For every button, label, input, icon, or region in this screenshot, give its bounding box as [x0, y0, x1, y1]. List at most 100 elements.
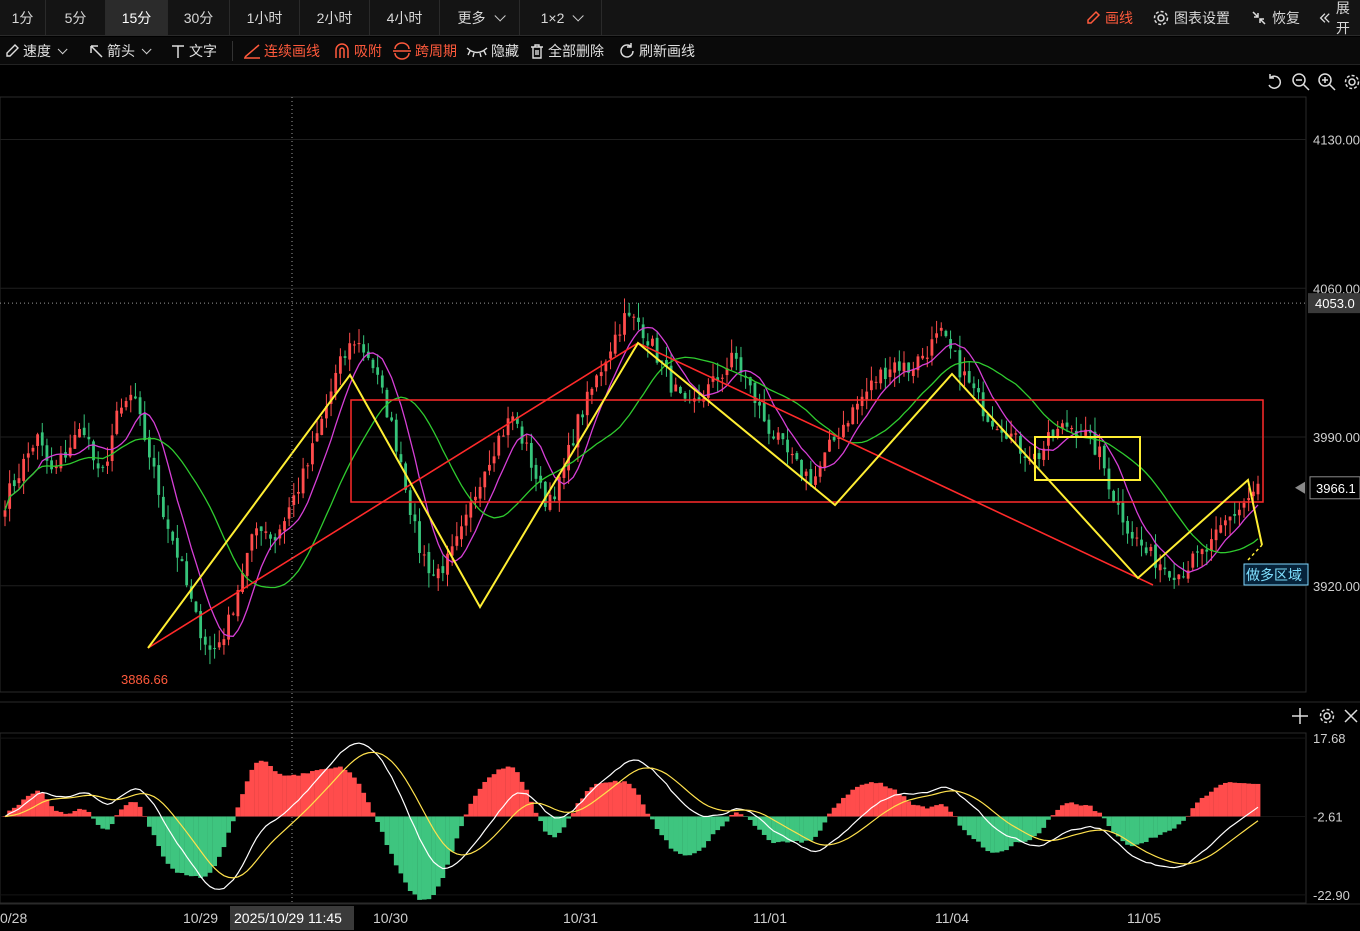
chart-settings-label: 图表设置: [1174, 10, 1230, 26]
restore-button[interactable]: 恢复: [1250, 0, 1300, 36]
macd-bar: [808, 816, 814, 841]
candle-body: [981, 392, 985, 417]
macd-bar: [221, 816, 227, 848]
price-axis-tick: 3990.00: [1313, 430, 1360, 445]
macd-bar: [906, 801, 912, 817]
candle-body: [911, 369, 915, 377]
macd-bar: [887, 788, 893, 817]
yellow-zigzag-line: [147, 341, 1263, 649]
macd-bar: [682, 816, 688, 856]
candle-body: [790, 453, 794, 456]
macd-bar: [882, 786, 888, 817]
macd-bar: [631, 788, 637, 817]
arrow-tool-dropdown[interactable]: 箭头: [88, 37, 152, 65]
candle-body: [418, 521, 421, 553]
macd-bar: [1064, 803, 1070, 817]
candle-body: [1186, 570, 1190, 579]
macd-bar: [268, 766, 273, 817]
candle-body: [78, 428, 81, 438]
macd-bar: [929, 806, 935, 817]
candle-body: [930, 339, 934, 356]
continuous-line-button[interactable]: 连续画线: [243, 37, 320, 65]
price-axis-tick: 4130.00: [1313, 133, 1360, 148]
drawing-toolbar: 速度 箭头 文字 连续画线 吸附 跨周期 隐藏 全部删除 刷新画线: [0, 37, 1360, 65]
macd-bar: [901, 796, 907, 817]
candle-body: [767, 419, 771, 434]
macd-bar: [72, 811, 78, 817]
expand-button[interactable]: 展开: [1318, 0, 1360, 36]
macd-bar: [179, 816, 185, 873]
candle-body: [809, 469, 813, 485]
macd-bar: [165, 816, 171, 864]
candle-body: [264, 531, 268, 533]
delete-all-button[interactable]: 全部删除: [529, 37, 604, 65]
cross-period-button[interactable]: 跨周期: [392, 37, 457, 65]
pencil-icon: [1087, 10, 1101, 24]
add-indicator-icon[interactable]: [1290, 706, 1310, 726]
candle-body: [1023, 456, 1027, 458]
macd-bar: [836, 803, 842, 817]
candle-body: [1046, 432, 1050, 446]
macd-bar: [226, 816, 231, 833]
undo-zoom-icon[interactable]: [1265, 72, 1285, 92]
chart-settings-button[interactable]: 图表设置: [1152, 0, 1230, 36]
candle-body: [800, 459, 803, 477]
refresh-icon: [620, 43, 634, 58]
macd-bar: [282, 775, 287, 817]
macd-bar: [184, 816, 190, 876]
hide-button[interactable]: 隐藏: [466, 37, 519, 65]
candle-body: [1149, 547, 1153, 551]
tab-2hour[interactable]: 2小时: [300, 0, 370, 36]
candle-body: [893, 362, 897, 373]
layout-dropdown[interactable]: 1×2: [520, 0, 602, 36]
candle-body: [669, 365, 673, 393]
macd-bar: [794, 816, 800, 841]
macd-bar: [514, 772, 520, 817]
tab-30min[interactable]: 30分: [168, 0, 230, 36]
macd-bar: [1097, 812, 1103, 817]
candle-body: [3, 510, 7, 517]
close-indicator-icon[interactable]: [1342, 706, 1360, 726]
candle-body: [1112, 490, 1116, 502]
zoom-out-icon[interactable]: [1291, 72, 1311, 92]
indicator-settings-gear-icon[interactable]: [1317, 706, 1337, 726]
tab-5min[interactable]: 5分: [46, 0, 106, 36]
settings-gear-icon[interactable]: [1342, 72, 1360, 92]
macd-bar: [1027, 816, 1033, 841]
macd-bar: [719, 816, 725, 827]
candle-body: [1163, 567, 1167, 570]
tab-15min[interactable]: 15分: [106, 0, 168, 36]
macd-bar: [598, 783, 604, 817]
macd-bar: [324, 768, 329, 817]
macd-bar: [1218, 784, 1224, 817]
speed-dropdown[interactable]: 速度: [4, 37, 68, 65]
snap-button[interactable]: 吸附: [333, 37, 382, 65]
draw-line-button[interactable]: 画线: [1085, 0, 1133, 36]
tab-1hour[interactable]: 1小时: [230, 0, 300, 36]
macd-bar: [1213, 787, 1219, 817]
zoom-in-icon[interactable]: [1317, 72, 1337, 92]
ma-slow-line: [4, 356, 1259, 589]
tab-4hour[interactable]: 4小时: [370, 0, 440, 36]
text-tool-button[interactable]: 文字: [170, 37, 217, 65]
refresh-lines-button[interactable]: 刷新画线: [618, 37, 695, 65]
candle-body: [138, 397, 142, 415]
macd-bar: [146, 816, 152, 827]
indicator-axis-tick: 17.68: [1313, 731, 1346, 746]
candle-body: [87, 436, 91, 440]
candle-body: [185, 561, 189, 586]
candle-body: [366, 351, 370, 358]
macd-bar: [1255, 783, 1261, 817]
macd-bar: [53, 810, 59, 817]
more-dropdown[interactable]: 更多: [440, 0, 520, 36]
candle-body: [604, 361, 608, 372]
candle-body: [585, 391, 589, 416]
macd-bar: [263, 761, 269, 817]
macd-bar: [873, 783, 879, 817]
candle-body: [297, 491, 300, 494]
tab-1min[interactable]: 1分: [0, 0, 46, 36]
macd-bar: [296, 775, 301, 817]
macd-bar: [1055, 809, 1061, 817]
candle-body: [329, 391, 333, 404]
